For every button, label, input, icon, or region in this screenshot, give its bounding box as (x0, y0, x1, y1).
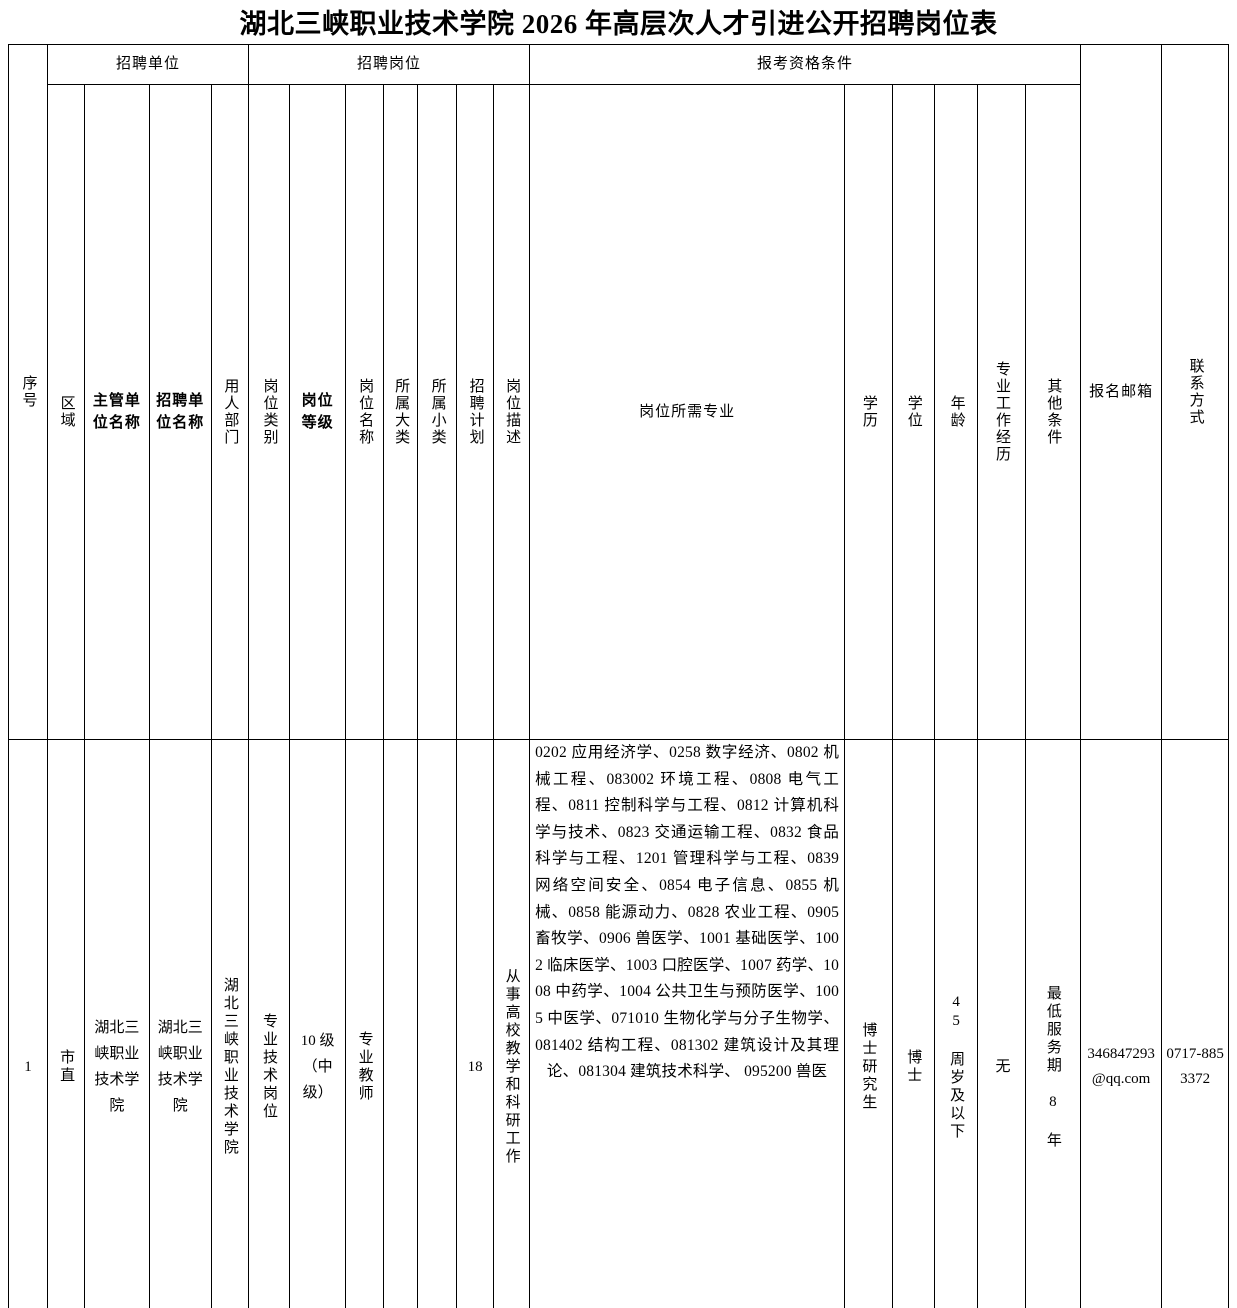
header-department-label: 用人部门 (219, 85, 240, 739)
cell-contact-value: 0717-8853372 (1162, 1042, 1228, 1092)
cell-region: 市直 (48, 740, 85, 1308)
cell-age-value: 45 周岁及以下 (945, 740, 967, 1308)
header-contact: 联系方式 (1162, 45, 1229, 740)
cell-email-value: 346847293@qq.com (1081, 1042, 1161, 1092)
cell-admin-unit: 湖北三峡职业技术学院 (85, 740, 149, 1308)
header-hiring-unit-name: 招聘单位名称 (149, 85, 211, 740)
header-contact-label: 联系方式 (1185, 65, 1206, 719)
cell-education-value: 博士研究生 (857, 740, 879, 1308)
header-region-label: 区域 (56, 85, 77, 739)
header-education-label: 学历 (858, 85, 879, 739)
cell-department-value: 湖北三峡职业技术学院 (219, 740, 241, 1308)
header-age: 年龄 (934, 85, 977, 740)
table-column-header-row: 区域 主管单位名称 招聘单位名称 用人部门 岗位类别 岗位等 (9, 85, 1229, 740)
cell-post-name: 专业教师 (346, 740, 384, 1308)
cell-department: 湖北三峡职业技术学院 (211, 740, 248, 1308)
header-majors-needed: 岗位所需专业 (530, 85, 845, 740)
header-education: 学历 (845, 85, 893, 740)
header-post-level-label: 岗位等级 (290, 390, 345, 434)
header-post-desc: 岗位描述 (494, 85, 530, 740)
cell-post-type: 专业技术岗位 (248, 740, 289, 1308)
cell-hiring-unit-value: 湖北三峡职业技术学院 (150, 1015, 211, 1119)
header-major-class-label: 所属大类 (390, 85, 411, 739)
cell-other-cond: 最低服务期 8 年 (1025, 740, 1080, 1308)
header-work-exp: 专业工作经历 (978, 85, 1026, 740)
cell-work-exp-value: 无 (991, 740, 1013, 1308)
header-seq-label: 序号 (18, 65, 39, 719)
cell-minor-class (418, 740, 457, 1308)
header-work-exp-label: 专业工作经历 (991, 85, 1012, 739)
cell-admin-unit-value: 湖北三峡职业技术学院 (85, 1015, 148, 1119)
cell-age: 45 周岁及以下 (934, 740, 977, 1308)
job-posting-page: 湖北三峡职业技术学院 2026 年高层次人才引进公开招聘岗位表 (0, 0, 1237, 654)
header-post-type-label: 岗位类别 (259, 85, 280, 739)
cell-work-exp: 无 (978, 740, 1026, 1308)
header-group-hiring-post: 招聘岗位 (248, 45, 529, 85)
table-container: 序号 招聘单位 招聘岗位 报考资格条件 报名邮箱 联系方式 区域 (0, 44, 1237, 1308)
table-row: 1 市直 湖北三峡职业技术学院 湖北三峡职业技术学院 湖北三峡职业技术学院 专业… (9, 740, 1229, 1308)
cell-post-type-value: 专业技术岗位 (258, 740, 280, 1308)
header-region: 区域 (48, 85, 85, 740)
header-admin-unit: 主管单位名称 (85, 85, 149, 740)
header-major-class: 所属大类 (384, 85, 418, 740)
header-minor-class-label: 所属小类 (427, 85, 448, 739)
header-age-label: 年龄 (946, 85, 967, 739)
header-post-type: 岗位类别 (248, 85, 289, 740)
cell-post-level: 10 级（中级） (290, 740, 346, 1308)
header-registration-email: 报名邮箱 (1080, 45, 1161, 740)
header-post-level: 岗位等级 (290, 85, 346, 740)
header-degree: 学位 (892, 85, 934, 740)
header-other-cond-label: 其他条件 (1042, 85, 1063, 739)
cell-post-level-value: 10 级（中级） (290, 1028, 345, 1106)
header-other-cond: 其他条件 (1025, 85, 1080, 740)
cell-degree-value: 博士 (902, 740, 924, 1308)
cell-degree: 博士 (892, 740, 934, 1308)
cell-post-desc-value: 从事高校教学和科研工作 (501, 740, 523, 1308)
header-group-qualification: 报考资格条件 (530, 45, 1081, 85)
cell-plan-count: 18 (457, 740, 494, 1308)
page-title: 湖北三峡职业技术学院 2026 年高层次人才引进公开招聘岗位表 (0, 0, 1237, 44)
header-admin-unit-label: 主管单位名称 (85, 390, 148, 434)
header-plan-count: 招聘计划 (457, 85, 494, 740)
cell-education: 博士研究生 (845, 740, 893, 1308)
cell-hiring-unit: 湖北三峡职业技术学院 (149, 740, 211, 1308)
cell-post-name-value: 专业教师 (354, 740, 376, 1308)
cell-other-cond-value: 最低服务期 8 年 (1042, 740, 1064, 1308)
cell-seq: 1 (9, 740, 48, 1308)
header-degree-label: 学位 (903, 85, 924, 739)
header-minor-class: 所属小类 (418, 85, 457, 740)
table-group-header-row: 序号 招聘单位 招聘岗位 报考资格条件 报名邮箱 联系方式 (9, 45, 1229, 85)
cell-major-class (384, 740, 418, 1308)
cell-post-desc: 从事高校教学和科研工作 (494, 740, 530, 1308)
header-post-name: 岗位名称 (346, 85, 384, 740)
cell-majors-needed-value: 0202 应用经济学、0258 数字经济、0802 机械工程、083002 环境… (530, 740, 844, 1086)
cell-region-value: 市直 (55, 740, 77, 1308)
header-group-hiring-unit: 招聘单位 (48, 45, 249, 85)
header-post-desc-label: 岗位描述 (501, 85, 522, 739)
cell-contact: 0717-8853372 (1162, 740, 1229, 1308)
cell-email: 346847293@qq.com (1080, 740, 1161, 1308)
header-post-name-label: 岗位名称 (354, 85, 375, 739)
cell-majors-needed: 0202 应用经济学、0258 数字经济、0802 机械工程、083002 环境… (530, 740, 845, 1308)
header-hiring-unit-name-label: 招聘单位名称 (150, 390, 211, 434)
recruitment-positions-table: 序号 招聘单位 招聘岗位 报考资格条件 报名邮箱 联系方式 区域 (8, 44, 1229, 1308)
header-department: 用人部门 (211, 85, 248, 740)
header-plan-count-label: 招聘计划 (465, 85, 486, 739)
header-seq: 序号 (9, 45, 48, 740)
